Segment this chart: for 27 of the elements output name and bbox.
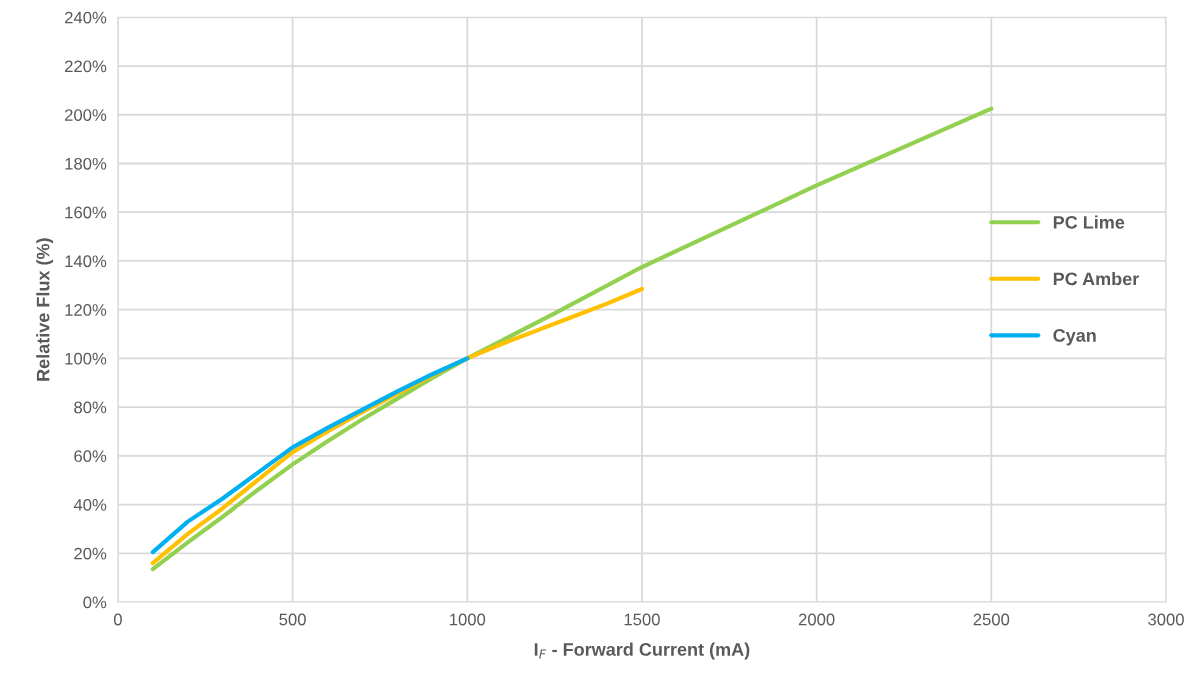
y-tick-label: 180% (65, 157, 107, 170)
line-series (150, 106, 994, 572)
x-tick-label: 2000 (798, 613, 835, 626)
x-tick-label: 2500 (973, 613, 1010, 626)
x-tick-label: 1500 (624, 613, 660, 626)
legend-label: PC Lime (1053, 215, 1125, 229)
line-series (150, 356, 470, 555)
y-tick-label: 100% (65, 352, 107, 365)
x-tick-label: 1000 (450, 613, 486, 626)
y-tick-label: 80% (74, 401, 107, 414)
y-tick-label: 120% (65, 304, 107, 316)
y-tick-label: 40% (73, 498, 107, 511)
y-tick-label: 240% (65, 11, 107, 24)
y-tick-label: 0% (83, 596, 107, 609)
y-tick-label: 200% (65, 109, 107, 121)
y-tick-label: 160% (65, 206, 107, 219)
y-tick-label: 60% (74, 450, 107, 463)
y-axis-title: Relative Flux (%) (36, 238, 54, 381)
x-tick-label: 500 (279, 613, 306, 626)
y-tick-label: 140% (65, 255, 107, 268)
x-tick-label: 0 (113, 613, 122, 626)
legend-label: Cyan (1053, 329, 1096, 346)
x-axis-title: I$_{F}$ - Forward Current (mA) (534, 642, 750, 660)
x-tick-label: 3000 (1148, 613, 1184, 626)
y-tick-label: 220% (65, 60, 107, 73)
y-tick-label: 20% (74, 547, 107, 560)
legend-label: PC Amber (1053, 272, 1139, 286)
